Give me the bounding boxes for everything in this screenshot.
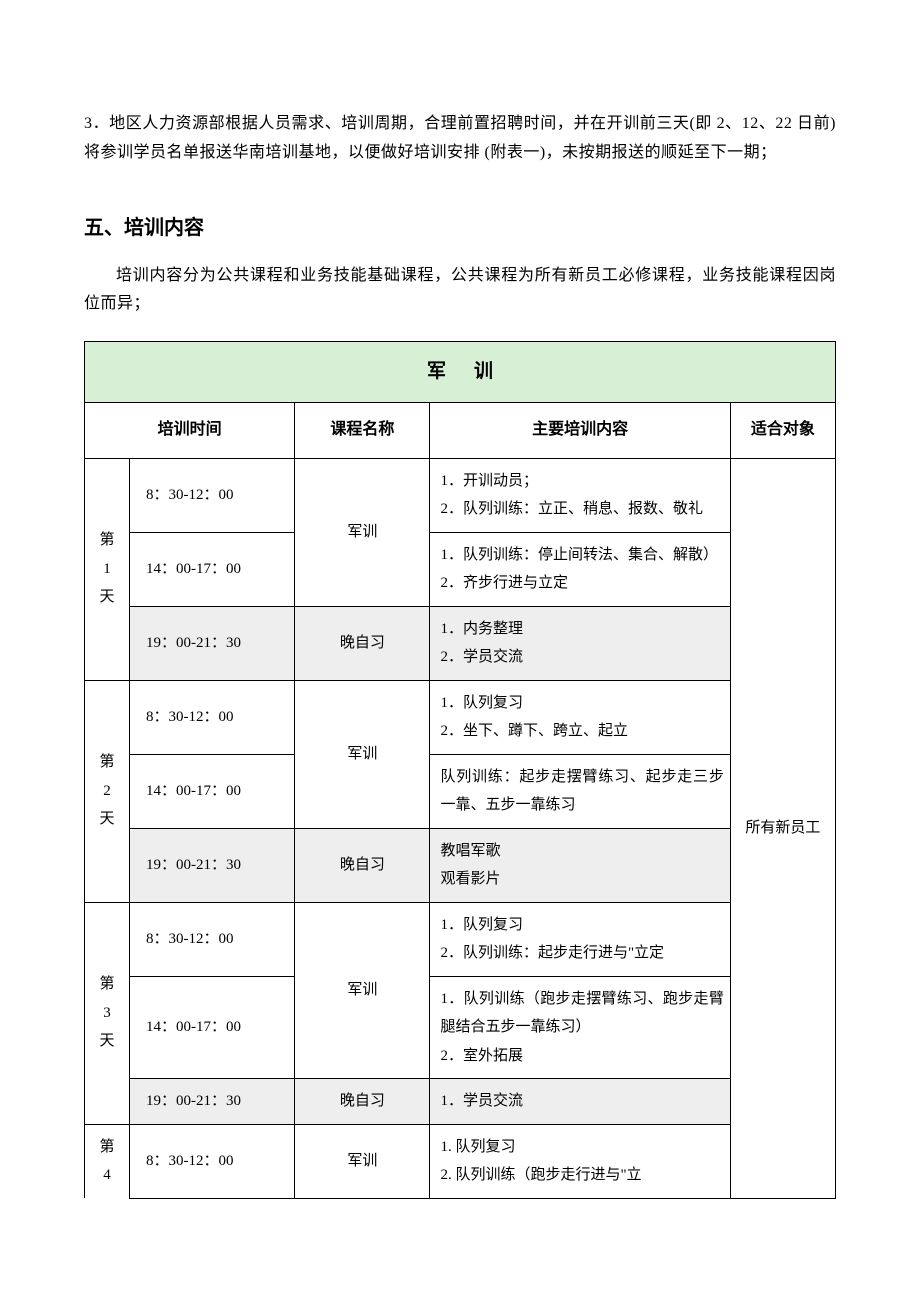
- training-table: 军训 培训时间 课程名称 主要培训内容 适合对象 第1天 8：30-12：00 …: [84, 341, 836, 1198]
- day1-afternoon-content: 1．队列训练：停止间转法、集合、解散）2．齐步行进与立定: [430, 532, 730, 606]
- table-row: 第3天 8：30-12：00 军训 1．队列复习2．队列训练：起步走行进与"立定: [85, 902, 836, 976]
- table-row: 14：00-17：00 1．队列训练：停止间转法、集合、解散）2．齐步行进与立定: [85, 532, 836, 606]
- day2-morning-time: 8：30-12：00: [130, 680, 295, 754]
- day2-afternoon-time: 14：00-17：00: [130, 754, 295, 828]
- day2-evening-time: 19：00-21：30: [130, 828, 295, 902]
- day1-evening-content: 1．内务整理2．学员交流: [430, 606, 730, 680]
- day2-course-wanzixi: 晚自习: [295, 828, 430, 902]
- day2-course-junxun: 军训: [295, 680, 430, 828]
- day3-morning-content: 1．队列复习2．队列训练：起步走行进与"立定: [430, 902, 730, 976]
- target-all: 所有新员工: [730, 458, 835, 1198]
- table-title: 军训: [85, 342, 836, 403]
- day1-afternoon-time: 14：00-17：00: [130, 532, 295, 606]
- day1-course-junxun: 军训: [295, 458, 430, 606]
- day1-course-wanzixi: 晚自习: [295, 606, 430, 680]
- day4-morning-content: 1. 队列复习2. 队列训练（跑步走行进与"立: [430, 1124, 730, 1198]
- table-header-row: 培训时间 课程名称 主要培训内容 适合对象: [85, 403, 836, 458]
- day2-afternoon-content: 队列训练：起步走摆臂练习、起步走三步一靠、五步一靠练习: [430, 754, 730, 828]
- day3-afternoon-content: 1．队列训练（跑步走摆臂练习、跑步走臂腿结合五步一靠练习）2．室外拓展: [430, 976, 730, 1079]
- header-target: 适合对象: [730, 403, 835, 458]
- header-course: 课程名称: [295, 403, 430, 458]
- table-row: 第2天 8：30-12：00 军训 1．队列复习2．坐下、蹲下、跨立、起立: [85, 680, 836, 754]
- table-row: 14：00-17：00 1．队列训练（跑步走摆臂练习、跑步走臂腿结合五步一靠练习…: [85, 976, 836, 1079]
- table-row: 14：00-17：00 队列训练：起步走摆臂练习、起步走三步一靠、五步一靠练习: [85, 754, 836, 828]
- day3-course-junxun: 军训: [295, 902, 430, 1079]
- table-title-row: 军训: [85, 342, 836, 403]
- day-2-label: 第2天: [85, 680, 130, 902]
- section-5-body: 培训内容分为公共课程和业务技能基础课程，公共课程为所有新员工必修课程，业务技能课…: [84, 262, 836, 320]
- day-3-label: 第3天: [85, 902, 130, 1124]
- day1-morning-time: 8：30-12：00: [130, 458, 295, 532]
- table-row: 19：00-21：30 晚自习 1．学员交流: [85, 1079, 836, 1125]
- header-time: 培训时间: [85, 403, 295, 458]
- intro-para-3: 3．地区人力资源部根据人员需求、培训周期，合理前置招聘时间，并在开训前三天(即 …: [84, 110, 836, 168]
- day3-morning-time: 8：30-12：00: [130, 902, 295, 976]
- day4-morning-time: 8：30-12：00: [130, 1124, 295, 1198]
- day1-morning-content: 1．开训动员；2．队列训练：立正、稍息、报数、敬礼: [430, 458, 730, 532]
- day2-morning-content: 1．队列复习2．坐下、蹲下、跨立、起立: [430, 680, 730, 754]
- section-5-heading: 五、培训内容: [84, 210, 836, 246]
- day1-evening-time: 19：00-21：30: [130, 606, 295, 680]
- day-1-label: 第1天: [85, 458, 130, 680]
- day3-evening-time: 19：00-21：30: [130, 1079, 295, 1125]
- header-content: 主要培训内容: [430, 403, 730, 458]
- table-row: 19：00-21：30 晚自习 教唱军歌观看影片: [85, 828, 836, 902]
- day3-course-wanzixi: 晚自习: [295, 1079, 430, 1125]
- day3-evening-content: 1．学员交流: [430, 1079, 730, 1125]
- table-row: 19：00-21：30 晚自习 1．内务整理2．学员交流: [85, 606, 836, 680]
- day-4-label: 第4: [85, 1124, 130, 1198]
- day2-evening-content: 教唱军歌观看影片: [430, 828, 730, 902]
- day4-course-junxun: 军训: [295, 1124, 430, 1198]
- table-row: 第4 8：30-12：00 军训 1. 队列复习2. 队列训练（跑步走行进与"立: [85, 1124, 836, 1198]
- table-row: 第1天 8：30-12：00 军训 1．开训动员；2．队列训练：立正、稍息、报数…: [85, 458, 836, 532]
- day3-afternoon-time: 14：00-17：00: [130, 976, 295, 1079]
